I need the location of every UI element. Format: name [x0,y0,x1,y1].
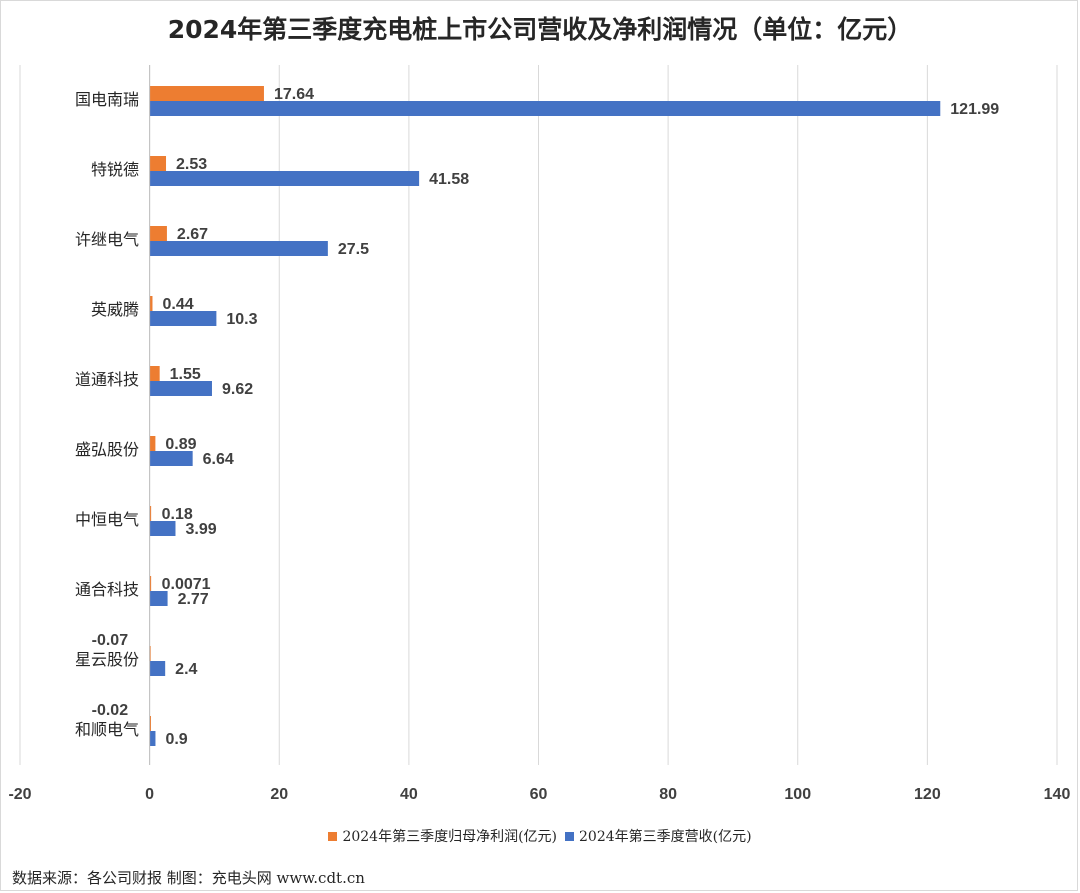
revenue-data-label: 27.5 [338,241,369,258]
revenue-bar [149,171,420,186]
category-label: 盛弘股份 [75,440,139,459]
category-label: 中恒电气 [75,510,139,529]
profit-data-label: -0.07 [92,632,129,649]
profit-bar [149,226,167,241]
revenue-bar [149,521,176,536]
legend-item-revenue: 2024年第三季度营收(亿元) [565,826,752,846]
profit-bar [149,86,264,101]
profit-data-label: 0.89 [165,436,196,453]
revenue-data-label: 0.9 [165,731,187,748]
revenue-bar [149,311,217,326]
category-label: 和顺电气 [75,720,139,739]
revenue-data-label: 3.99 [185,521,216,538]
legend-label-profit: 2024年第三季度归母净利润(亿元) [342,829,557,845]
source-note: 数据来源：各公司财报 制图：充电头网 www.cdt.cn [12,869,365,887]
category-label: 通合科技 [75,580,139,599]
revenue-data-label: 2.4 [175,661,197,678]
revenue-data-label: 6.64 [203,451,234,468]
profit-bar [149,506,152,521]
revenue-bar [149,451,193,466]
revenue-bar [149,101,941,116]
profit-data-label: 2.67 [177,226,208,243]
revenue-data-label: 9.62 [222,381,253,398]
profit-data-label: 17.64 [274,86,314,103]
profit-data-label: 0.44 [162,296,193,313]
revenue-data-label: 10.3 [226,311,257,328]
category-label: 国电南瑞 [75,90,139,109]
profit-data-label: 2.53 [176,156,207,173]
revenue-bar [149,381,212,396]
x-tick-label: 120 [914,786,941,803]
x-tick-label: -20 [8,786,31,803]
legend-label-revenue: 2024年第三季度营收(亿元) [579,829,752,845]
revenue-bar [149,661,166,676]
revenue-data-label: 2.77 [178,591,209,608]
profit-bar [149,576,152,591]
legend-item-profit: 2024年第三季度归母净利润(亿元) [328,826,557,846]
x-tick-label: 80 [659,786,677,803]
profit-bar [149,436,156,451]
category-label: 星云股份 [75,650,139,669]
x-tick-label: 0 [145,786,154,803]
legend-swatch-revenue [565,831,574,841]
category-label: 道通科技 [75,370,139,389]
profit-bar [149,716,151,731]
x-tick-label: 20 [270,786,288,803]
profit-bar [149,296,153,311]
revenue-data-label: 121.99 [950,101,999,118]
revenue-bar [149,241,328,256]
profit-data-label: 0.0071 [162,576,211,593]
category-label: 许继电气 [75,230,139,249]
profit-bar [149,366,160,381]
profit-bar [149,156,167,171]
x-tick-label: 60 [530,786,548,803]
x-tick-label: 40 [400,786,418,803]
profit-data-label: 0.18 [162,506,193,523]
profit-data-label: 1.55 [170,366,201,383]
legend-swatch-profit [328,831,338,841]
category-label: 特锐德 [91,160,139,179]
x-tick-label: 140 [1044,786,1071,803]
revenue-data-label: 41.58 [429,171,469,188]
chart-title: 2024年第三季度充电桩上市公司营收及净利润情况（单位：亿元） [167,15,913,44]
chart-legend: 2024年第三季度归母净利润(亿元) 2024年第三季度营收(亿元) [0,826,1080,846]
revenue-bar [149,731,156,746]
revenue-bar [149,591,168,606]
category-label: 英威腾 [91,300,139,319]
profit-data-label: -0.02 [92,702,129,719]
x-tick-label: 100 [784,786,811,803]
